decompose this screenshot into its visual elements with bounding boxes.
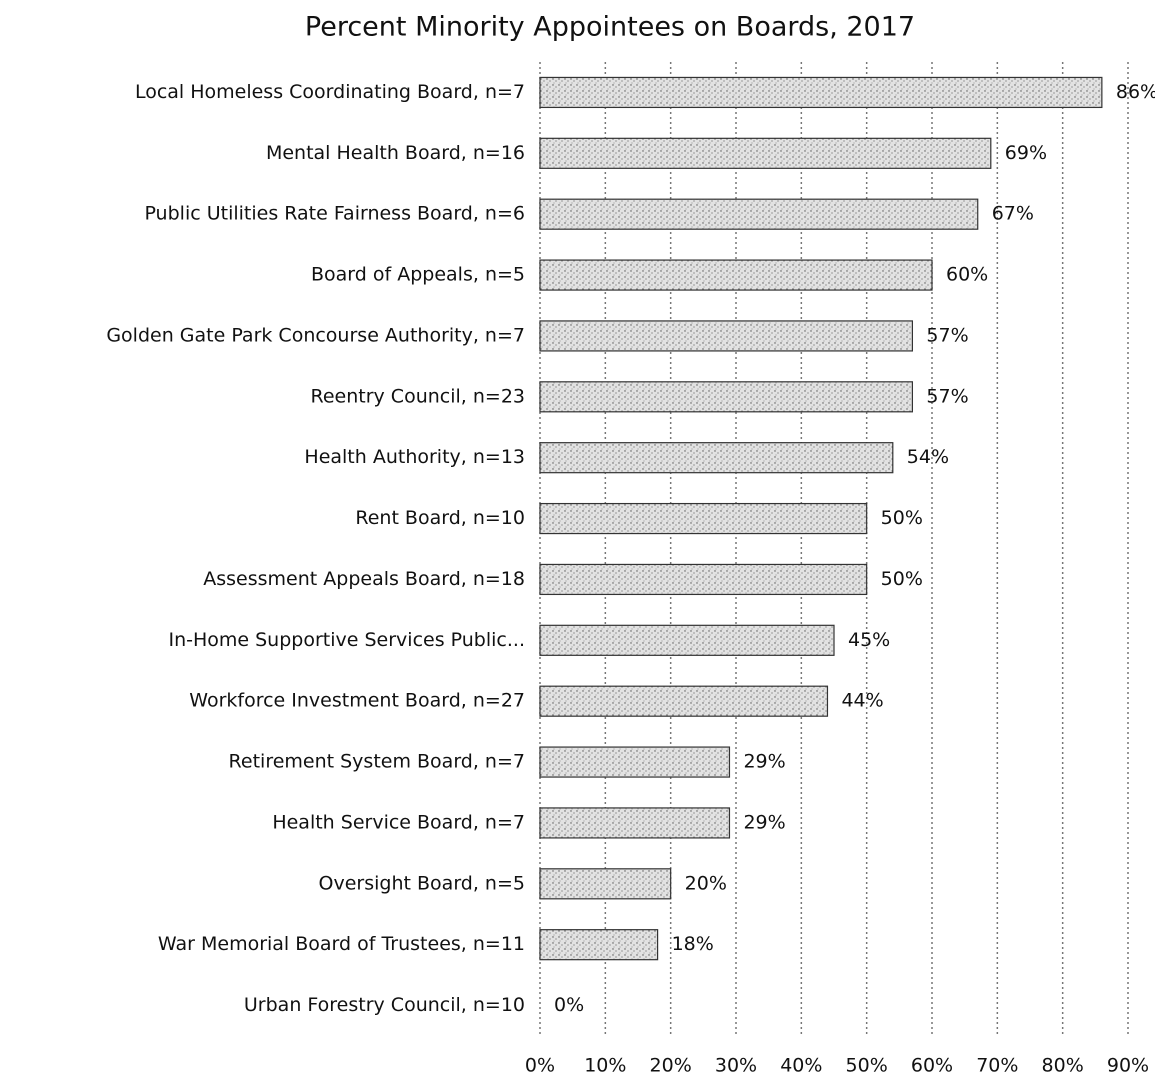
- value-label: 29%: [743, 751, 785, 773]
- value-label: 45%: [848, 629, 890, 651]
- bar: [539, 137, 992, 169]
- x-tick-label: 60%: [911, 1055, 953, 1077]
- y-tick-label: Local Homeless Coordinating Board, n=7: [135, 81, 525, 103]
- value-label: 86%: [1116, 81, 1155, 103]
- value-label: 67%: [992, 203, 1034, 225]
- x-tick-label: 0%: [525, 1055, 555, 1077]
- y-tick-label: Golden Gate Park Concourse Authority, n=…: [106, 324, 525, 346]
- bar: [539, 746, 731, 778]
- value-label: 20%: [685, 872, 727, 894]
- x-tick-label: 10%: [584, 1055, 626, 1077]
- y-tick-label: Assessment Appeals Board, n=18: [203, 568, 525, 590]
- bar: [539, 868, 672, 900]
- bar: [539, 807, 731, 839]
- y-tick-label: Reentry Council, n=23: [310, 385, 525, 407]
- y-tick-label: Retirement System Board, n=7: [229, 751, 525, 773]
- value-label: 50%: [881, 507, 923, 529]
- value-label: 54%: [907, 446, 949, 468]
- bar: [539, 624, 835, 656]
- value-label: 69%: [1005, 142, 1047, 164]
- y-tick-label: Oversight Board, n=5: [319, 872, 525, 894]
- bar: [539, 198, 979, 230]
- y-tick-label: Health Authority, n=13: [304, 446, 525, 468]
- bar: [539, 502, 868, 535]
- y-tick-label: Mental Health Board, n=16: [266, 142, 525, 164]
- y-tick-label: Workforce Investment Board, n=27: [189, 690, 525, 712]
- value-label: 57%: [926, 385, 968, 407]
- value-label: 0%: [554, 994, 584, 1016]
- bar: [539, 685, 829, 717]
- chart-title: Percent Minority Appointees on Boards, 2…: [305, 12, 915, 43]
- x-tick-label: 80%: [1042, 1055, 1084, 1077]
- bar: [539, 929, 659, 961]
- bar: [539, 320, 913, 352]
- value-label: 60%: [946, 264, 988, 286]
- x-tick-label: 30%: [715, 1055, 757, 1077]
- bar: [539, 259, 933, 291]
- x-tick-label: 40%: [780, 1055, 822, 1077]
- bar: [539, 442, 894, 474]
- value-label: 57%: [926, 324, 968, 346]
- x-tick-label: 70%: [976, 1055, 1018, 1077]
- bar: [539, 563, 868, 596]
- y-tick-label: Health Service Board, n=7: [272, 811, 525, 833]
- y-tick-label: Rent Board, n=10: [355, 507, 525, 529]
- bar: [539, 76, 1103, 109]
- value-label: 18%: [672, 933, 714, 955]
- y-tick-label: Urban Forestry Council, n=10: [244, 994, 525, 1016]
- y-tick-label: In-Home Supportive Services Public...: [168, 629, 525, 651]
- y-tick-label: War Memorial Board of Trustees, n=11: [158, 933, 525, 955]
- value-label: 44%: [841, 690, 883, 712]
- x-tick-label: 50%: [846, 1055, 888, 1077]
- y-tick-label: Public Utilities Rate Fairness Board, n=…: [144, 203, 525, 225]
- value-label: 29%: [743, 811, 785, 833]
- x-tick-label: 90%: [1107, 1055, 1149, 1077]
- bar: [539, 381, 913, 413]
- x-tick-label: 20%: [650, 1055, 692, 1077]
- y-tick-label: Board of Appeals, n=5: [311, 264, 525, 286]
- value-label: 50%: [881, 568, 923, 590]
